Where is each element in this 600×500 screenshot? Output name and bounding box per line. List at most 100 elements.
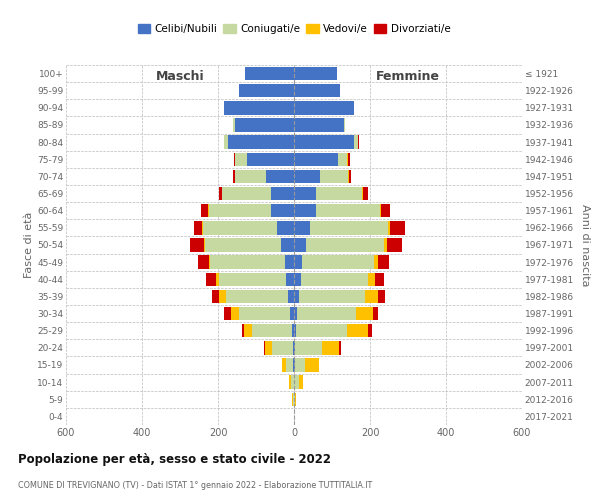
Bar [230,307,239,320]
Bar [295,358,305,372]
Bar [294,358,295,372]
Bar [282,358,286,372]
Bar [299,376,303,389]
Bar [387,238,401,252]
Bar [201,204,208,218]
Bar [322,341,339,354]
Bar [226,290,289,303]
Bar [294,341,295,354]
Bar [233,118,235,132]
Bar [295,392,296,406]
Bar [277,221,294,234]
Bar [245,67,294,80]
Bar [205,238,281,252]
Bar [289,290,294,303]
Bar [299,290,365,303]
Bar [294,376,299,389]
Bar [363,187,368,200]
Bar [294,204,316,218]
Bar [194,221,202,234]
Bar [286,272,294,286]
Bar [306,238,384,252]
Bar [294,307,297,320]
Text: Femmine: Femmine [376,70,440,84]
Bar [203,221,277,234]
Text: COMUNE DI TREVIGNANO (TV) - Dati ISTAT 1° gennaio 2022 - Elaborazione TUTTITALIA: COMUNE DI TREVIGNANO (TV) - Dati ISTAT 1… [18,481,372,490]
Bar [247,152,294,166]
Bar [198,256,209,269]
Bar [294,221,310,234]
Bar [203,238,205,252]
Bar [235,118,294,132]
Bar [289,376,291,389]
Text: Popolazione per età, sesso e stato civile - 2022: Popolazione per età, sesso e stato civil… [18,452,331,466]
Bar [320,170,349,183]
Bar [388,221,390,234]
Bar [348,152,350,166]
Bar [294,272,301,286]
Bar [293,392,294,406]
Bar [294,238,306,252]
Bar [235,170,265,183]
Bar [233,170,235,183]
Bar [271,204,294,218]
Bar [294,84,340,98]
Bar [252,324,292,338]
Bar [235,152,247,166]
Bar [374,256,379,269]
Bar [208,204,209,218]
Bar [264,341,265,354]
Bar [297,307,356,320]
Bar [305,358,319,372]
Y-axis label: Fasce di età: Fasce di età [24,212,34,278]
Bar [358,136,359,149]
Bar [190,238,203,252]
Bar [368,272,376,286]
Bar [202,221,203,234]
Bar [294,324,296,338]
Bar [224,136,227,149]
Bar [224,101,294,114]
Bar [290,307,294,320]
Bar [294,152,338,166]
Bar [293,341,294,354]
Bar [295,341,322,354]
Bar [209,256,211,269]
Bar [379,256,389,269]
Bar [211,256,284,269]
Bar [219,272,286,286]
Legend: Celibi/Nubili, Coniugati/e, Vedovi/e, Divorziati/e: Celibi/Nubili, Coniugati/e, Vedovi/e, Di… [133,20,455,38]
Bar [292,392,293,406]
Bar [294,67,337,80]
Text: Maschi: Maschi [155,70,205,84]
Bar [365,290,379,303]
Y-axis label: Anni di nascita: Anni di nascita [580,204,590,286]
Bar [349,170,351,183]
Bar [294,290,299,303]
Bar [296,324,347,338]
Bar [292,324,294,338]
Bar [344,118,346,132]
Bar [227,136,294,149]
Bar [316,204,380,218]
Bar [310,221,388,234]
Bar [390,221,404,234]
Bar [382,204,390,218]
Bar [294,392,295,406]
Bar [209,204,271,218]
Bar [294,170,320,183]
Bar [271,187,294,200]
Bar [272,341,293,354]
Bar [239,84,294,98]
Bar [347,152,348,166]
Bar [294,101,354,114]
Bar [316,187,362,200]
Bar [339,341,341,354]
Bar [212,290,219,303]
Bar [302,256,374,269]
Bar [354,136,358,149]
Bar [239,307,290,320]
Bar [362,187,363,200]
Bar [368,324,372,338]
Bar [286,358,293,372]
